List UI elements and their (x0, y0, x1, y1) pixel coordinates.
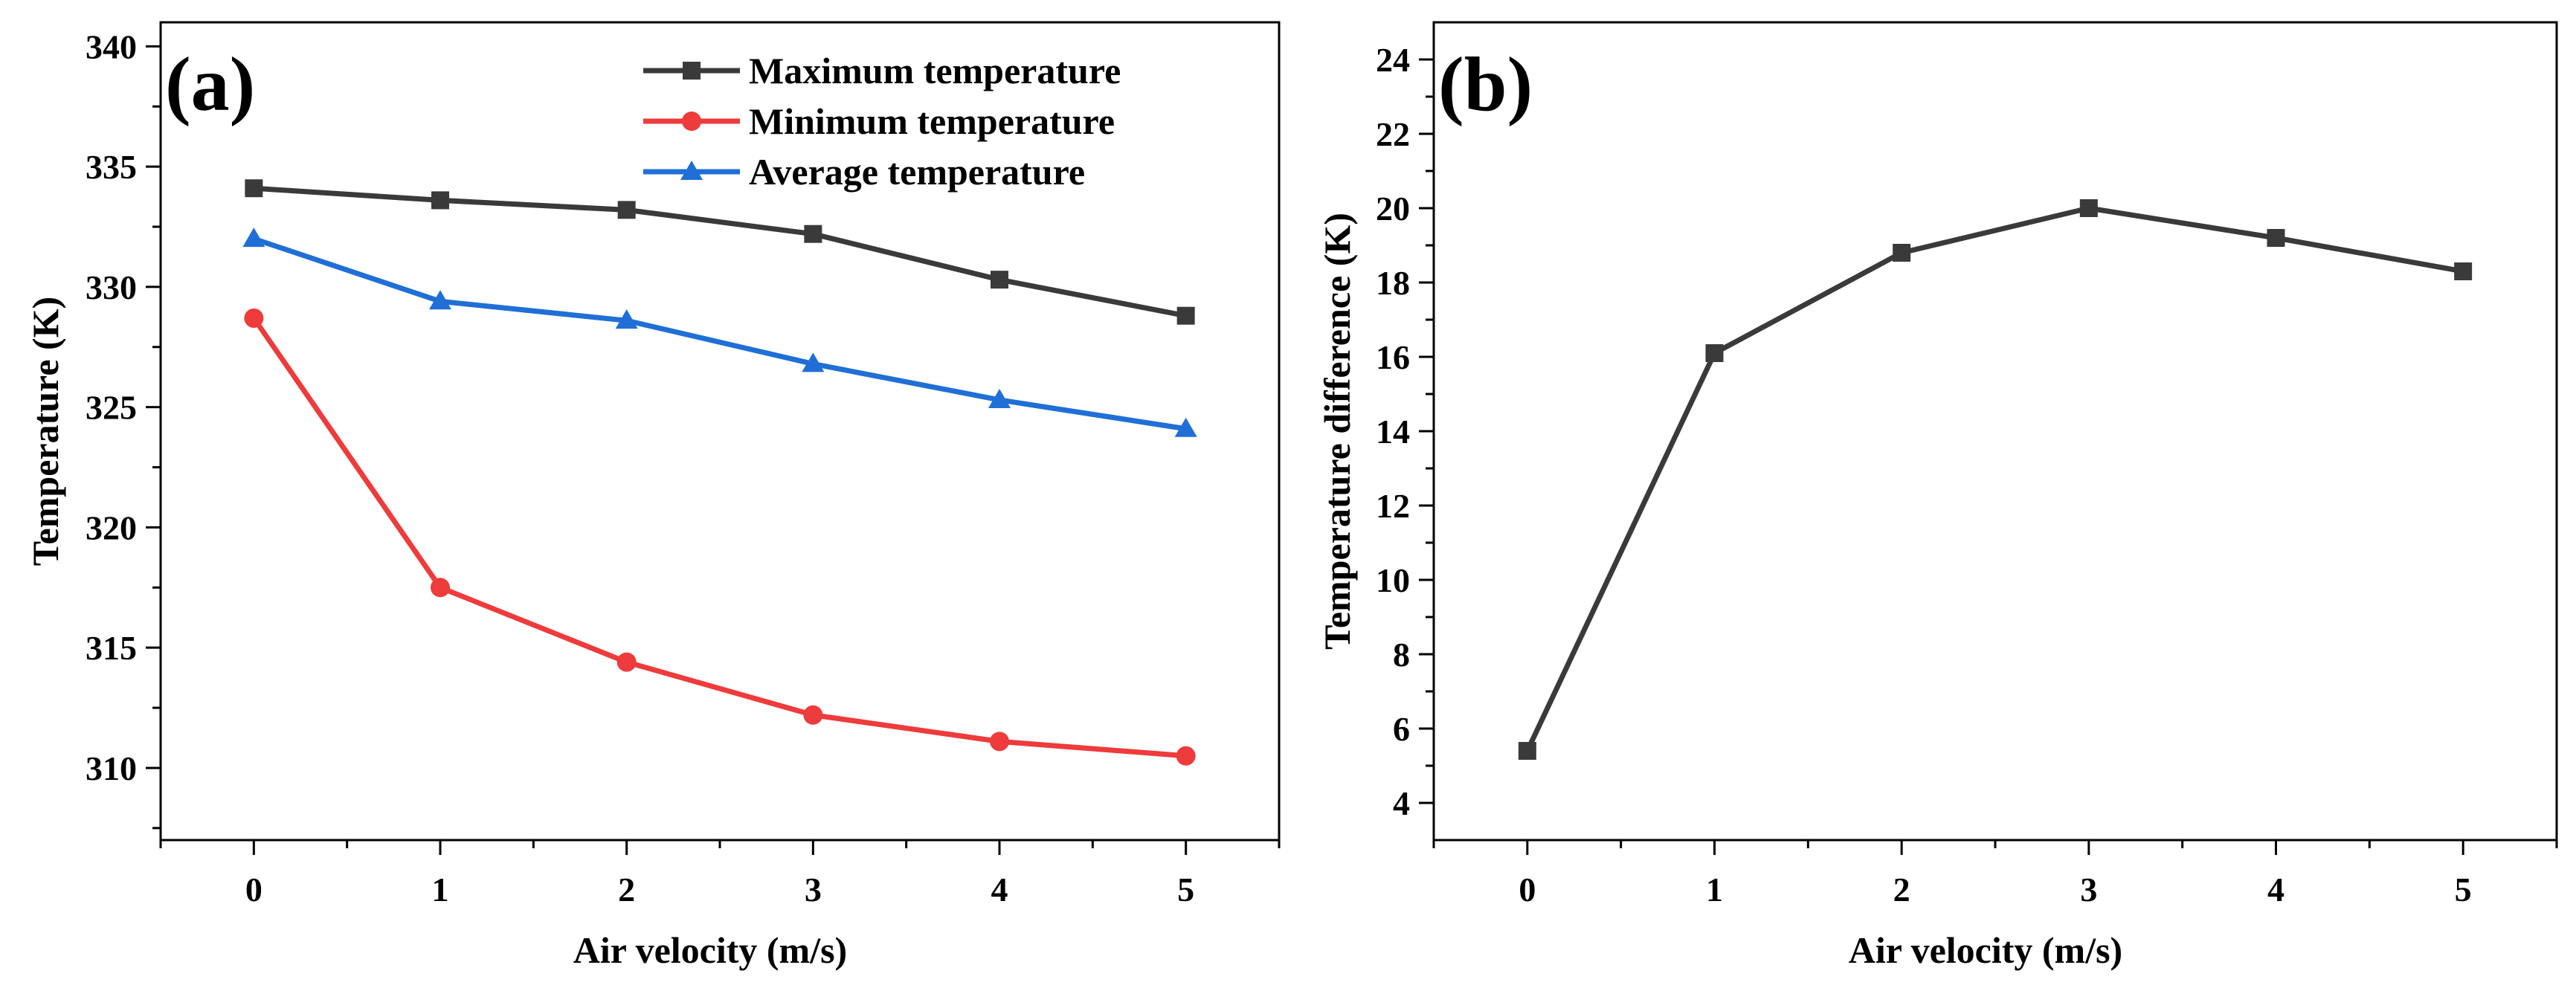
y-tick-label: 315 (86, 629, 137, 667)
y-tick-label: 20 (1376, 190, 1410, 227)
data-point (991, 271, 1008, 289)
x-tick-label: 5 (1177, 871, 1194, 908)
panel-a-temperature-chart: 0 1 2 3 4 5 310 315 320 325 330 335 340 Air velocity … (25, 21, 1281, 971)
y-tick-label: 18 (1376, 264, 1410, 302)
data-point (1176, 746, 1196, 766)
legend-label: Maximum temperature (749, 50, 1121, 91)
legend-entry: Minimum temperature (643, 100, 1115, 142)
x-axis-title: Air velocity (m/s) (1849, 929, 2122, 971)
x-tick-label: 5 (2455, 871, 2472, 908)
data-point (803, 705, 823, 725)
y-tick-label: 12 (1376, 487, 1410, 525)
legend: Maximum temperature Minimum temperature Av… (643, 50, 1121, 193)
series-line (1524, 205, 2464, 752)
data-point (1893, 244, 1911, 262)
legend-entry: Maximum temperature (643, 50, 1121, 91)
series-line (253, 236, 1187, 432)
data-point (988, 388, 1011, 408)
y-tick-label: 6 (1393, 710, 1410, 748)
y-tick-label: 320 (86, 509, 137, 546)
data-point (1705, 344, 1724, 362)
x-tick-label: 3 (2080, 871, 2097, 908)
data-point (990, 732, 1009, 752)
panel-label: (a) (165, 42, 255, 127)
data-point (615, 309, 638, 329)
y-tick-label: 24 (1376, 41, 1410, 79)
legend-marker (680, 161, 703, 180)
series-average-temperature (242, 227, 1197, 437)
y-tick-label: 16 (1376, 338, 1410, 376)
series-line (254, 185, 1187, 319)
y-axis-title: Temperature difference (K) (1316, 213, 1358, 650)
data-point (804, 225, 822, 243)
y-tick-label: 4 (1393, 784, 1410, 822)
data-point (242, 227, 265, 248)
series-maximum-temperature (245, 179, 1195, 325)
series-temperature-difference (1518, 199, 2473, 760)
data-point (244, 308, 264, 328)
data-point (2079, 199, 2098, 217)
y-tick-label: 14 (1376, 413, 1410, 451)
series-line (251, 316, 1186, 759)
x-tick-label: 0 (1519, 871, 1536, 908)
data-point (1174, 417, 1197, 437)
x-tick-label: 4 (991, 871, 1008, 908)
y-tick-label: 310 (86, 749, 137, 787)
legend-label: Minimum temperature (749, 100, 1115, 142)
plot-frame (1432, 21, 2558, 842)
y-tick-label: 22 (1376, 115, 1410, 153)
legend-marker (683, 62, 701, 80)
data-point (2267, 229, 2285, 247)
plot-frame (159, 21, 1281, 842)
x-tick-label: 3 (805, 871, 822, 908)
panel-label: (b) (1438, 42, 1533, 127)
data-point (802, 352, 825, 372)
x-tick-label: 1 (1706, 871, 1723, 908)
data-point (616, 652, 637, 672)
legend-marker (682, 112, 701, 131)
data-point (2454, 262, 2473, 280)
y-tick-label: 10 (1376, 561, 1410, 599)
y-tick-label: 8 (1393, 636, 1410, 674)
series-minimum-temperature (244, 308, 1196, 766)
x-tick-label: 0 (245, 871, 263, 908)
y-tick-label: 325 (86, 389, 137, 427)
data-point (429, 290, 451, 310)
x-tick-label: 1 (432, 871, 449, 908)
data-point (617, 201, 636, 219)
data-point (431, 578, 450, 598)
y-tick-label: 335 (86, 148, 137, 186)
y-axis-title: Temperature (K) (25, 297, 66, 566)
data-point (1176, 306, 1195, 325)
legend-entry: Average temperature (643, 151, 1085, 193)
y-tick-label: 330 (86, 268, 137, 306)
x-axis-title: Air velocity (m/s) (573, 929, 847, 971)
data-point (431, 191, 449, 210)
legend-label: Average temperature (749, 151, 1085, 193)
y-tick-label: 340 (86, 28, 137, 65)
x-tick-label: 4 (2267, 871, 2284, 908)
x-tick-label: 2 (1893, 871, 1910, 908)
data-point (245, 179, 263, 198)
data-point (1518, 742, 1536, 760)
x-tick-label: 2 (618, 871, 635, 908)
